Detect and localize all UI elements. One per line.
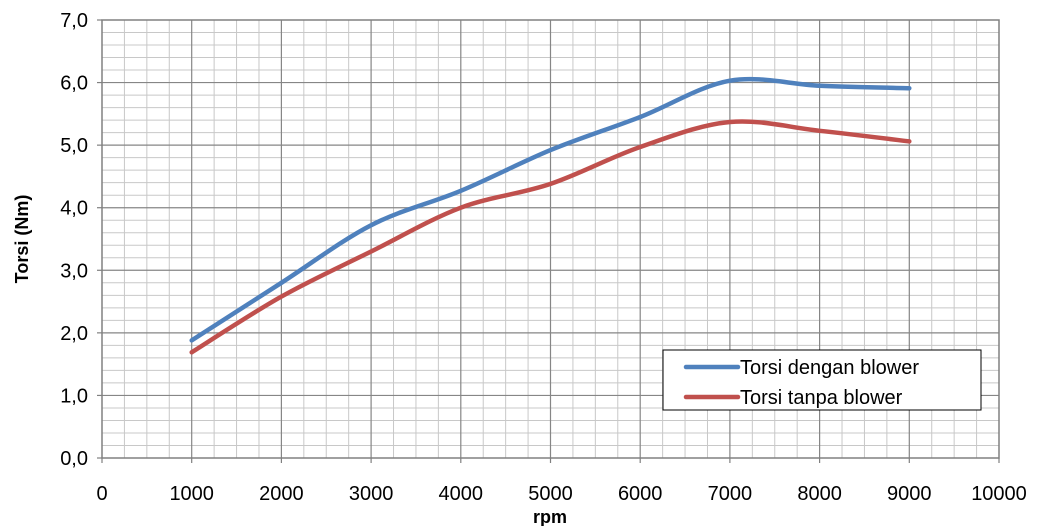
y-tick-label: 6,0	[60, 73, 88, 95]
x-tick-label: 9000	[887, 483, 932, 505]
series-line-torsi-tanpa-blower	[189, 119, 912, 355]
legend: Torsi dengan blower Torsi tanpa blower	[662, 349, 982, 411]
x-tick-label: 4000	[439, 483, 484, 505]
y-tick-label: 1,0	[60, 385, 88, 407]
x-axis-tick-labels: 0 1000 2000 3000 4000 5000 6000 7000 8000 9000 100…	[96, 458, 1027, 505]
legend-box	[662, 349, 982, 411]
series-lines	[189, 76, 912, 355]
x-axis-title: rpm	[533, 507, 567, 526]
series-line-torsi-dengan-blower	[189, 76, 912, 343]
y-tick-label: 4,0	[60, 198, 88, 220]
y-tick-label: 2,0	[60, 323, 88, 345]
y-axis-title: Torsi (Nm)	[12, 195, 32, 284]
x-tick-label: 0	[96, 483, 107, 505]
x-tick-label: 2000	[259, 483, 304, 505]
x-tick-label: 10000	[971, 483, 1027, 505]
x-tick-label: 5000	[528, 483, 573, 505]
y-axis-tick-labels: 0,0 1,0 2,0 3,0 4,0 5,0 6,0 7,0	[60, 10, 102, 470]
x-tick-label: 3000	[349, 483, 394, 505]
y-tick-label: 0,0	[60, 448, 88, 470]
y-tick-label: 5,0	[60, 135, 88, 157]
x-tick-label: 7000	[708, 483, 753, 505]
legend-label-dengan-blower: Torsi dengan blower	[740, 357, 919, 379]
y-tick-label: 3,0	[60, 260, 88, 282]
legend-label-tanpa-blower: Torsi tanpa blower	[740, 387, 903, 409]
x-tick-label: 1000	[169, 483, 214, 505]
y-tick-label: 7,0	[60, 10, 88, 32]
x-tick-label: 6000	[618, 483, 663, 505]
x-tick-label: 8000	[797, 483, 842, 505]
